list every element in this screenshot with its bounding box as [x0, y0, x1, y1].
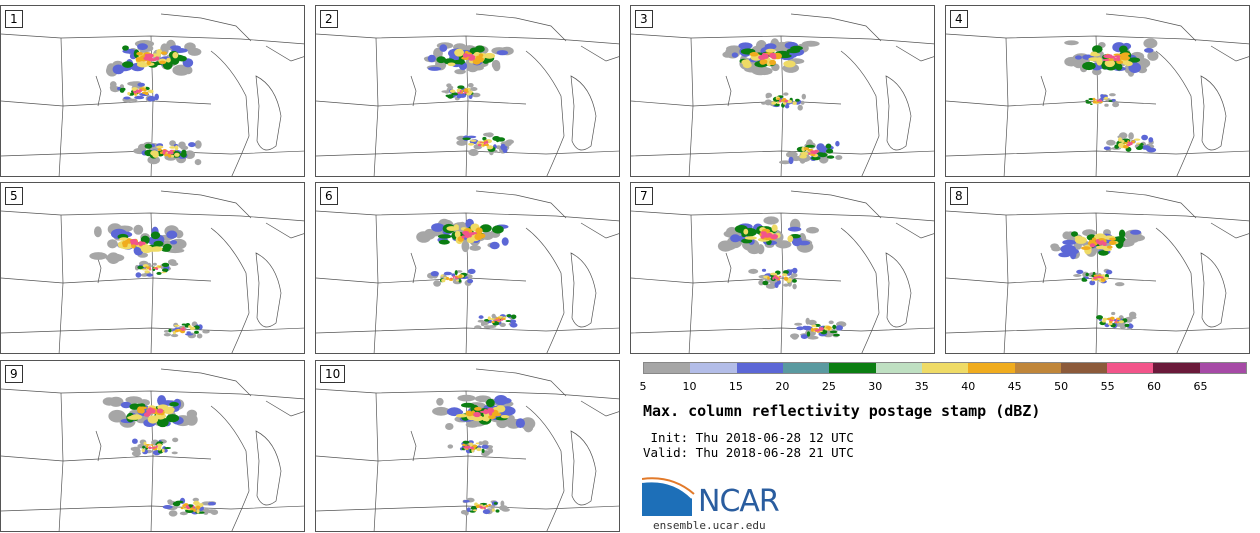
- member-number: 9: [5, 365, 23, 383]
- colorbar-segment: [1199, 363, 1247, 373]
- reflectivity-map: [631, 190, 934, 353]
- colorbar-tick-label: 60: [1147, 380, 1162, 393]
- colorbar-tick-label: 10: [682, 380, 697, 393]
- colorbar-tick-label: 50: [1054, 380, 1069, 393]
- colorbar-segment: [690, 363, 737, 373]
- reflectivity-map: [316, 190, 619, 353]
- postage-stamp-panel: 5: [0, 182, 305, 354]
- colorbar-segment: [1107, 363, 1154, 373]
- colorbar-segment: [736, 363, 783, 373]
- member-number: 3: [635, 10, 653, 28]
- reflectivity-map: [316, 368, 619, 531]
- reflectivity-map: [1, 368, 304, 531]
- member-number: 5: [5, 187, 23, 205]
- colorbar-segment: [1153, 363, 1200, 373]
- colorbar-tick-label: 55: [1100, 380, 1115, 393]
- member-number: 1: [5, 10, 23, 28]
- colorbar-segment: [875, 363, 922, 373]
- member-number: 10: [320, 365, 346, 383]
- valid-time: Valid: Thu 2018-06-28 21 UTC: [643, 445, 854, 460]
- reflectivity-map: [631, 13, 934, 176]
- colorbar-tick-labels: 5 10 15 20 25 30 35 40 45 50 55 60 65: [639, 380, 1247, 394]
- colorbar-segment: [921, 363, 969, 373]
- member-number: 6: [320, 187, 338, 205]
- member-number: 7: [635, 187, 653, 205]
- figure-title: Max. column reflectivity postage stamp (…: [643, 402, 1041, 420]
- reflectivity-map: [946, 13, 1249, 176]
- colorbar-tick-label: 5: [639, 380, 647, 393]
- postage-stamp-panel: 2: [315, 5, 620, 177]
- postage-stamp-panel: 10: [315, 360, 620, 532]
- colorbar-tick-label: 20: [775, 380, 790, 393]
- member-number: 8: [950, 187, 968, 205]
- ncar-logo-icon: [642, 477, 695, 516]
- postage-stamp-panel: 8: [945, 182, 1250, 354]
- reflectivity-map: [946, 190, 1249, 353]
- reflectivity-map: [1, 13, 304, 176]
- colorbar-tick-label: 45: [1007, 380, 1022, 393]
- website-text: ensemble.ucar.edu: [653, 519, 766, 532]
- colorbar-segment: [782, 363, 830, 373]
- colorbar-tick-label: 30: [868, 380, 883, 393]
- member-number: 2: [320, 10, 338, 28]
- postage-stamp-panel: 9: [0, 360, 305, 532]
- colorbar-segment: [644, 363, 691, 373]
- reflectivity-map: [1, 190, 304, 353]
- colorbar-tick-label: 25: [821, 380, 836, 393]
- colorbar-tick-label: 65: [1193, 380, 1208, 393]
- postage-stamp-panel: 4: [945, 5, 1250, 177]
- postage-stamp-panel: 6: [315, 182, 620, 354]
- member-number: 4: [950, 10, 968, 28]
- postage-stamp-panel: 3: [630, 5, 935, 177]
- colorbar-segment: [829, 363, 876, 373]
- reflectivity-colorbar: [643, 362, 1247, 374]
- colorbar-segment: [968, 363, 1015, 373]
- colorbar-segment: [1060, 363, 1108, 373]
- colorbar-tick-label: 40: [961, 380, 976, 393]
- postage-stamp-panel: 7: [630, 182, 935, 354]
- colorbar-segment: [1014, 363, 1061, 373]
- init-time: Init: Thu 2018-06-28 12 UTC: [643, 430, 854, 445]
- logo-text: NCAR: [698, 484, 780, 519]
- reflectivity-map: [316, 13, 619, 176]
- colorbar-tick-label: 35: [914, 380, 929, 393]
- postage-stamp-panel: 1: [0, 5, 305, 177]
- colorbar-tick-label: 15: [728, 380, 743, 393]
